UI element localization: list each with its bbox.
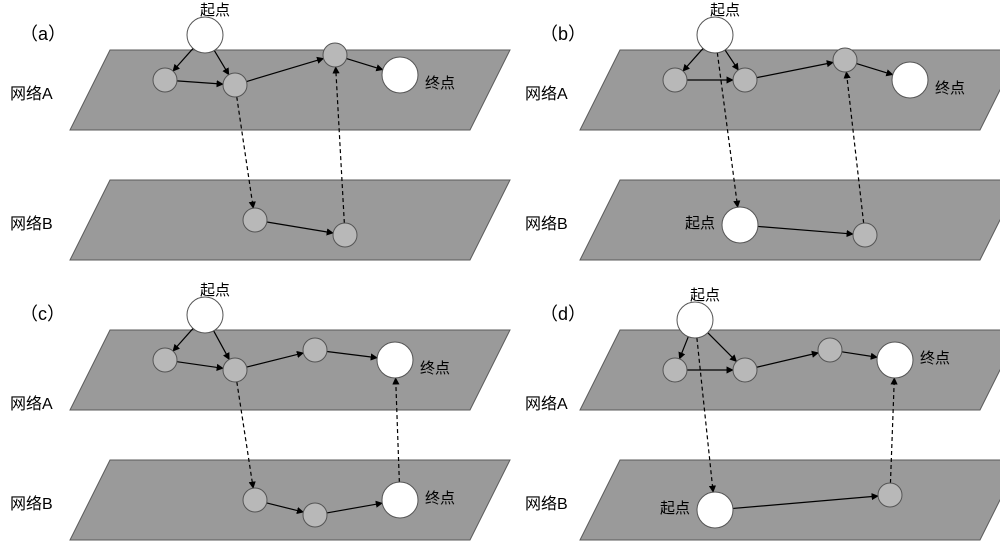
mid-node: [333, 223, 357, 247]
mid-node: [663, 68, 687, 92]
mid-node: [303, 338, 327, 362]
network-plane: [580, 180, 1000, 260]
mid-node: [243, 208, 267, 232]
start-node: [722, 207, 758, 243]
end-node: [382, 57, 418, 93]
start-label: 起点: [200, 0, 230, 20]
mid-node: [663, 358, 687, 382]
mid-node: [323, 43, 347, 67]
start-node: [697, 492, 733, 528]
end-node: [382, 482, 418, 518]
diagram-canvas: （a）网络A网络B起点终点（b）网络A网络B起点终点起点（c）网络A网络B起点终…: [0, 0, 1000, 559]
start-label: 起点: [660, 497, 690, 518]
mid-node: [223, 73, 247, 97]
start-label: 起点: [200, 279, 230, 300]
panel-label-d: （d）: [540, 300, 586, 326]
start-node: [697, 17, 733, 53]
network-plane: [580, 330, 1000, 410]
start-node: [187, 17, 223, 53]
end-label: 终点: [425, 72, 455, 93]
net-label-B: 网络B: [525, 490, 568, 514]
net-label-B: 网络B: [10, 490, 53, 514]
start-label: 起点: [690, 284, 720, 305]
mid-node: [833, 48, 857, 72]
net-label-A: 网络A: [10, 80, 53, 104]
mid-node: [878, 483, 902, 507]
net-label-A: 网络A: [525, 390, 568, 414]
mid-node: [303, 503, 327, 527]
panel-label-c: （c）: [20, 300, 65, 326]
mid-node: [153, 348, 177, 372]
start-node: [187, 297, 223, 333]
net-label-A: 网络A: [525, 80, 568, 104]
mid-node: [733, 68, 757, 92]
network-plane: [70, 180, 510, 260]
end-label: 终点: [935, 77, 965, 98]
end-label: 终点: [420, 357, 450, 378]
mid-node: [818, 338, 842, 362]
svg-layer: [0, 0, 1000, 559]
panel-label-b: （b）: [540, 20, 586, 46]
net-label-B: 网络B: [525, 210, 568, 234]
network-plane: [580, 460, 1000, 540]
net-label-B: 网络B: [10, 210, 53, 234]
mid-node: [223, 358, 247, 382]
start-label: 起点: [710, 0, 740, 20]
end-label: 终点: [920, 347, 950, 368]
net-label-A: 网络A: [10, 390, 53, 414]
end-node: [377, 342, 413, 378]
mid-node: [853, 223, 877, 247]
start-node: [677, 302, 713, 338]
mid-node: [243, 488, 267, 512]
mid-node: [153, 68, 177, 92]
panel-label-a: （a）: [20, 20, 66, 46]
mid-node: [733, 358, 757, 382]
end-node: [877, 342, 913, 378]
start-label: 起点: [685, 212, 715, 233]
end-label: 终点: [425, 487, 455, 508]
end-node: [892, 62, 928, 98]
